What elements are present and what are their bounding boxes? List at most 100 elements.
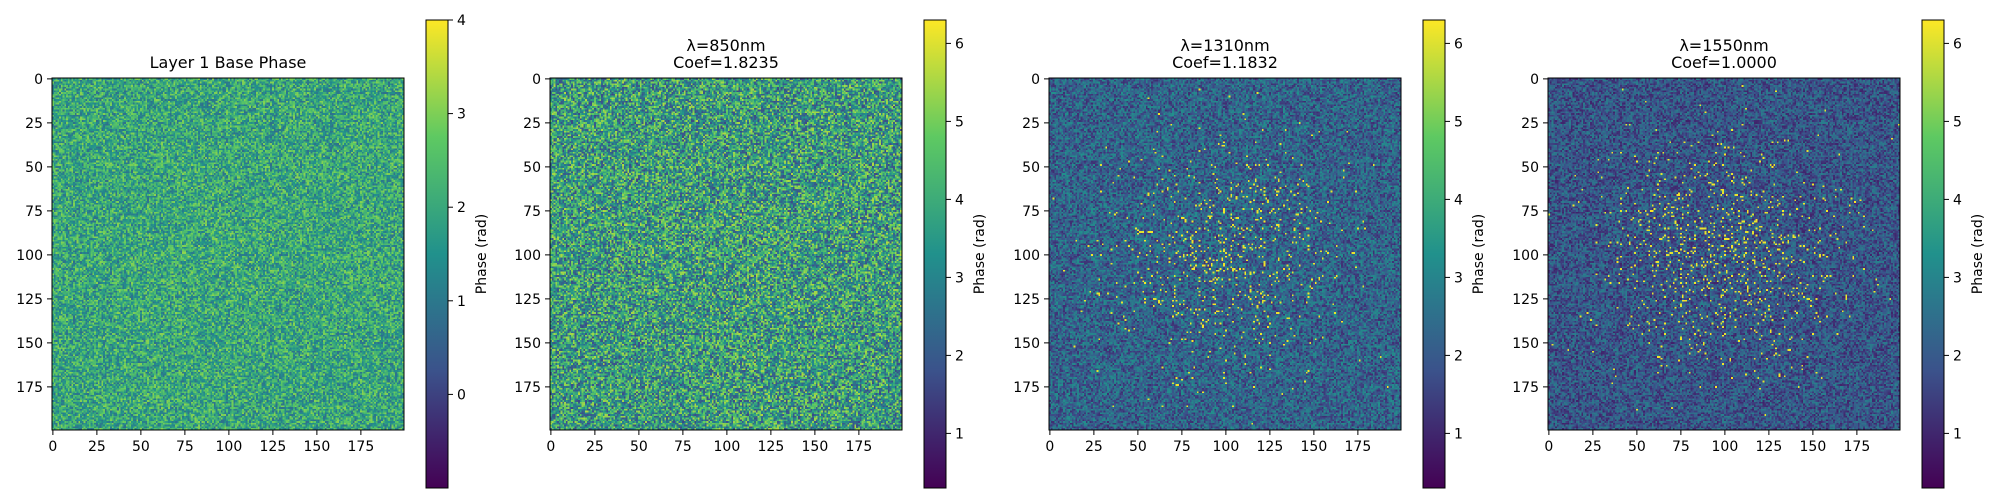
colorbar — [1921, 19, 1945, 489]
colorbar-tick-label: 6 — [1454, 36, 1463, 52]
y-tick-label: 175 — [16, 380, 43, 396]
colorbar-tick-label: 5 — [1454, 114, 1463, 130]
y-tick-label: 125 — [514, 292, 541, 308]
x-tick-label: 75 — [176, 439, 194, 455]
panel-title: Coef=1.0000 — [1671, 53, 1777, 72]
x-tick-label: 125 — [1257, 439, 1284, 455]
y-tick-label: 0 — [34, 72, 43, 88]
x-tick-label: 150 — [304, 439, 331, 455]
y-tick-label: 150 — [1512, 336, 1539, 352]
y-tick-label: 0 — [1530, 72, 1539, 88]
panel-title: λ=850nm — [686, 36, 765, 55]
panel-title: Coef=1.1832 — [1172, 53, 1278, 72]
x-tick-label: 100 — [216, 439, 243, 455]
x-tick-label: 75 — [1672, 439, 1690, 455]
colorbar-tick-label: 0 — [457, 387, 466, 403]
y-tick-label: 150 — [514, 336, 541, 352]
y-tick-label: 75 — [1022, 204, 1040, 220]
y-tick-label: 50 — [1022, 160, 1040, 176]
x-tick-label: 25 — [88, 439, 106, 455]
colorbar-tick-label: 4 — [1454, 192, 1463, 208]
x-tick-label: 175 — [1844, 439, 1871, 455]
colorbar-label: Phase (rad) — [1471, 214, 1487, 294]
x-tick-label: 0 — [1045, 439, 1054, 455]
y-tick-label: 25 — [25, 116, 43, 132]
colorbar-tick-label: 4 — [457, 13, 466, 29]
colorbar-tick-label: 2 — [1953, 348, 1962, 364]
y-tick-label: 75 — [1521, 204, 1539, 220]
colorbar-tick-label: 3 — [1953, 270, 1962, 286]
x-tick-label: 150 — [802, 439, 829, 455]
y-tick-label: 25 — [523, 116, 541, 132]
panel-title: Layer 1 Base Phase — [150, 53, 307, 72]
y-tick-label: 175 — [514, 380, 541, 396]
x-tick-label: 175 — [348, 439, 375, 455]
x-tick-label: 100 — [1213, 439, 1240, 455]
x-tick-label: 75 — [1173, 439, 1191, 455]
x-tick-label: 125 — [758, 439, 785, 455]
colorbar-label: Phase (rad) — [972, 214, 988, 294]
colorbar-tick-label: 3 — [955, 270, 964, 286]
y-tick-label: 0 — [532, 72, 541, 88]
colorbar-tick-label: 6 — [955, 36, 964, 52]
panel-title: λ=1310nm — [1180, 36, 1269, 55]
colorbar-tick-label: 6 — [1953, 36, 1962, 52]
x-tick-label: 0 — [1544, 439, 1553, 455]
colorbar-tick-label: 2 — [1454, 348, 1463, 364]
y-tick-label: 100 — [1512, 248, 1539, 264]
axes-frame — [1547, 77, 1901, 431]
x-tick-label: 150 — [1800, 439, 1827, 455]
y-tick-label: 150 — [1013, 336, 1040, 352]
panel-title: λ=1550nm — [1679, 36, 1768, 55]
colorbar-tick-label: 2 — [955, 348, 964, 364]
x-tick-label: 50 — [1628, 439, 1646, 455]
colorbar-tick-label: 1 — [1953, 426, 1962, 442]
x-tick-label: 100 — [1712, 439, 1739, 455]
x-tick-label: 175 — [846, 439, 873, 455]
x-tick-label: 25 — [586, 439, 604, 455]
y-tick-label: 150 — [16, 336, 43, 352]
heatmap-image — [1049, 78, 1401, 430]
heatmap-image — [52, 78, 404, 430]
axes-frame — [549, 77, 903, 431]
y-tick-label: 100 — [1013, 248, 1040, 264]
y-tick-label: 100 — [514, 248, 541, 264]
colorbar-tick-label: 1 — [457, 294, 466, 310]
x-tick-label: 50 — [1129, 439, 1147, 455]
x-tick-label: 50 — [630, 439, 648, 455]
colorbar-tick-label: 5 — [1953, 114, 1962, 130]
colorbar-label: Phase (rad) — [474, 214, 490, 294]
y-tick-label: 25 — [1022, 116, 1040, 132]
y-tick-label: 125 — [16, 292, 43, 308]
y-tick-label: 75 — [523, 204, 541, 220]
colorbar-tick-label: 4 — [955, 192, 964, 208]
axes-frame — [51, 77, 405, 431]
colorbar — [923, 19, 947, 489]
panel-title: Coef=1.8235 — [673, 53, 779, 72]
y-tick-label: 100 — [16, 248, 43, 264]
colorbar — [1422, 19, 1446, 489]
x-tick-label: 150 — [1301, 439, 1328, 455]
y-tick-label: 50 — [25, 160, 43, 176]
y-tick-label: 75 — [25, 204, 43, 220]
y-tick-label: 125 — [1013, 292, 1040, 308]
colorbar-tick-label: 1 — [1454, 426, 1463, 442]
x-tick-label: 125 — [1756, 439, 1783, 455]
colorbar-tick-label: 3 — [1454, 270, 1463, 286]
x-tick-label: 25 — [1085, 439, 1103, 455]
colorbar-label: Phase (rad) — [1970, 214, 1986, 294]
colorbar-tick-label: 1 — [955, 426, 964, 442]
y-tick-label: 125 — [1512, 292, 1539, 308]
x-tick-label: 0 — [48, 439, 57, 455]
y-tick-label: 0 — [1031, 72, 1040, 88]
y-tick-label: 50 — [1521, 160, 1539, 176]
x-tick-label: 75 — [674, 439, 692, 455]
colorbar-tick-label: 3 — [457, 107, 466, 123]
x-tick-label: 125 — [260, 439, 287, 455]
x-tick-label: 25 — [1584, 439, 1602, 455]
colorbar-tick-label: 4 — [1953, 192, 1962, 208]
